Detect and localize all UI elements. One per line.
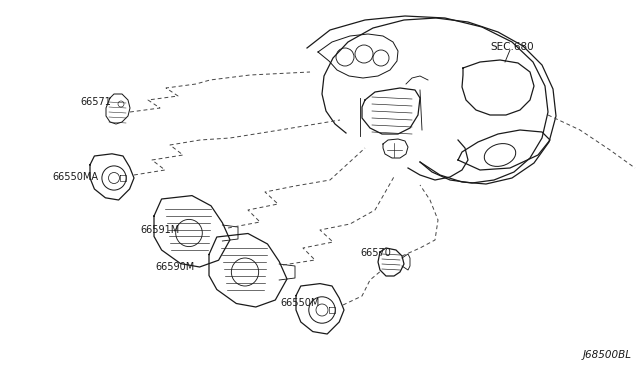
Text: J68500BL: J68500BL (583, 350, 632, 360)
Text: 66570: 66570 (360, 248, 391, 258)
Text: 66550M: 66550M (280, 298, 319, 308)
Text: 66591M: 66591M (140, 225, 179, 235)
Text: SEC.680: SEC.680 (490, 42, 534, 52)
Text: 66550MA: 66550MA (52, 172, 98, 182)
Text: 66590M: 66590M (155, 262, 195, 272)
Text: 66571: 66571 (80, 97, 111, 107)
